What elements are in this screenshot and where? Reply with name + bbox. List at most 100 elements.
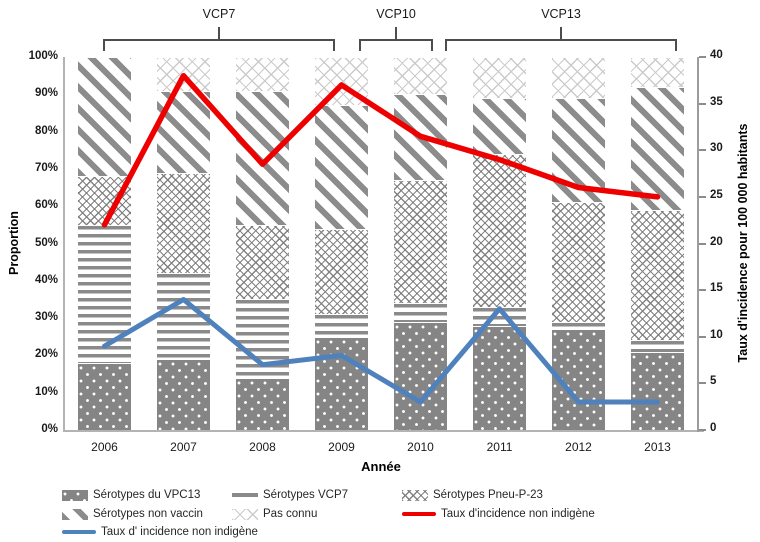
bar-2013-segment-pas-connu <box>631 57 684 87</box>
legend-swatch-blue-line <box>62 530 96 534</box>
bar-2010-segment-s-rotypes-vcp7 <box>394 303 447 322</box>
bar-2012-segment-pas-connu <box>552 57 605 99</box>
bar-2010-segment-s-rotypes-non-vaccin <box>394 94 447 181</box>
legend-swatch-crosshatch <box>402 489 428 501</box>
legend-label: Sérotypes non vaccin <box>93 508 203 520</box>
x-axis-label-2006: 2006 <box>91 440 118 454</box>
right-axis-line <box>697 57 699 432</box>
left-axis-tick-label: 60% <box>34 199 58 212</box>
legend-swatch-dots <box>62 489 88 501</box>
right-axis-tick-mark <box>699 195 706 198</box>
legend-label: Sérotypes VCP7 <box>263 489 349 501</box>
bar-2008-segment-s-rotypes-non-vaccin <box>236 90 289 225</box>
era-bracket-tick <box>218 27 220 39</box>
era-bracket-end-right <box>333 39 335 51</box>
bar-2012-segment-s-rotypes-du-vpc13 <box>552 329 605 430</box>
right-axis-tick-label: 40 <box>710 49 723 61</box>
bar-2006-segment-s-rotypes-du-vpc13 <box>78 362 131 430</box>
era-bracket-tick <box>395 27 397 39</box>
legend-item-s-rotypes-non-vaccin: Sérotypes non vaccin <box>62 508 203 520</box>
right-axis-tick-label: 5 <box>710 375 717 388</box>
bar-2006-segment-s-rotypes-vcp7 <box>78 224 131 363</box>
era-bracket-end-right <box>675 39 677 51</box>
bar-2009-segment-pas-connu <box>315 57 368 106</box>
era-bracket-tick <box>560 27 562 39</box>
right-axis-tick-label: 30 <box>710 142 723 155</box>
bar-2013-segment-s-rotypes-vcp7 <box>631 340 684 352</box>
legend-swatch-diagonal <box>62 508 88 520</box>
bar-2010-segment-pas-connu <box>394 57 447 95</box>
right-axis-tick-label: 0 <box>710 422 717 434</box>
x-axis-label-2010: 2010 <box>407 440 434 454</box>
bar-2010-segment-s-rotypes-du-vpc13 <box>394 321 447 430</box>
legend-label: Sérotypes du VPC13 <box>93 489 201 501</box>
right-axis-tick-mark <box>699 429 706 431</box>
bar-2009-segment-s-rotypes-du-vpc13 <box>315 336 368 430</box>
left-axis-tick-label: 10% <box>34 385 58 398</box>
left-axis-tick-label: 0% <box>41 423 58 435</box>
era-bracket-bar <box>359 39 433 41</box>
legend-swatch-gray-line <box>232 493 258 497</box>
right-axis-tick-label: 20 <box>710 235 723 248</box>
left-axis-tick-label: 20% <box>34 348 58 361</box>
left-axis-tick-label: 70% <box>34 161 58 174</box>
bar-2011-segment-s-rotypes-non-vaccin <box>473 98 526 154</box>
bar-2009-segment-s-rotypes-non-vaccin <box>315 105 368 229</box>
era-bracket-end-left <box>103 39 105 51</box>
right-axis-tick-label: 10 <box>710 328 723 341</box>
era-bracket-end-right <box>431 39 433 51</box>
bar-2010-segment-s-rotypes-pneu-p-23 <box>394 180 447 304</box>
legend-swatch-red-line <box>402 512 436 516</box>
era-bracket-bar <box>445 39 677 41</box>
legend-label: Taux d'incidence non indigène <box>441 508 595 520</box>
era-bracket-bar <box>103 39 335 41</box>
legend-item-s-rotypes-vcp7: Sérotypes VCP7 <box>232 489 348 501</box>
bar-2007-segment-s-rotypes-non-vaccin <box>157 90 210 173</box>
right-axis-title: Taux d'incidence pour 100 000 habitants <box>736 123 750 363</box>
bar-2007-segment-s-rotypes-pneu-p-23 <box>157 172 210 274</box>
right-axis-tick-mark <box>699 289 706 292</box>
right-axis-tick-label: 35 <box>710 95 723 108</box>
era-bracket-end-left <box>445 39 447 51</box>
left-axis-line <box>63 57 65 430</box>
bar-2008-segment-pas-connu <box>236 57 289 91</box>
x-axis-label-2012: 2012 <box>565 440 592 454</box>
bar-2006-segment-s-rotypes-non-vaccin <box>78 57 131 177</box>
bar-2007-segment-s-rotypes-vcp7 <box>157 273 210 360</box>
era-label-vcp13: VCP13 <box>541 7 581 21</box>
x-axis-title: Année <box>361 459 401 474</box>
era-bracket-end-left <box>359 39 361 51</box>
bar-2013-segment-s-rotypes-du-vpc13 <box>631 351 684 430</box>
right-axis-tick-label: 15 <box>710 282 723 295</box>
left-axis-tick-label: 90% <box>34 87 58 100</box>
legend-item-taux-d-incidence-non-indig-ne: Taux d' incidence non indigène <box>62 526 258 538</box>
x-axis-label-2011: 2011 <box>486 440 513 454</box>
bar-2011-segment-s-rotypes-pneu-p-23 <box>473 153 526 307</box>
left-axis-tick-label: 80% <box>34 124 58 137</box>
right-axis-tick-mark <box>699 335 706 338</box>
left-axis-tick-label: 50% <box>34 236 58 249</box>
bar-2006-segment-s-rotypes-pneu-p-23 <box>78 176 131 225</box>
legend-label: Pas connu <box>263 508 318 520</box>
right-axis-tick-mark <box>699 242 706 245</box>
bar-2013-segment-s-rotypes-non-vaccin <box>631 86 684 210</box>
right-axis-tick-mark <box>699 56 706 58</box>
bar-2007-segment-pas-connu <box>157 57 210 91</box>
bar-2012-segment-s-rotypes-pneu-p-23 <box>552 202 605 322</box>
bar-2012-segment-s-rotypes-non-vaccin <box>552 98 605 203</box>
bar-2008-segment-s-rotypes-vcp7 <box>236 299 289 378</box>
era-label-vcp10: VCP10 <box>376 7 416 21</box>
x-axis-label-2009: 2009 <box>328 440 355 454</box>
left-axis-tick-label: 30% <box>34 311 58 324</box>
right-axis-tick-label: 25 <box>710 188 723 201</box>
x-axis-label-2008: 2008 <box>249 440 276 454</box>
bar-2012-segment-s-rotypes-vcp7 <box>552 321 605 330</box>
right-axis-tick-mark <box>699 149 706 152</box>
bar-2009-segment-s-rotypes-pneu-p-23 <box>315 228 368 315</box>
legend-swatch-light-lattice <box>232 508 258 520</box>
bar-2011-segment-s-rotypes-vcp7 <box>473 306 526 326</box>
legend-item-s-rotypes-pneu-p-23: Sérotypes Pneu-P-23 <box>402 489 543 501</box>
bar-2008-segment-s-rotypes-pneu-p-23 <box>236 224 289 300</box>
legend-label: Taux d' incidence non indigène <box>101 526 258 538</box>
